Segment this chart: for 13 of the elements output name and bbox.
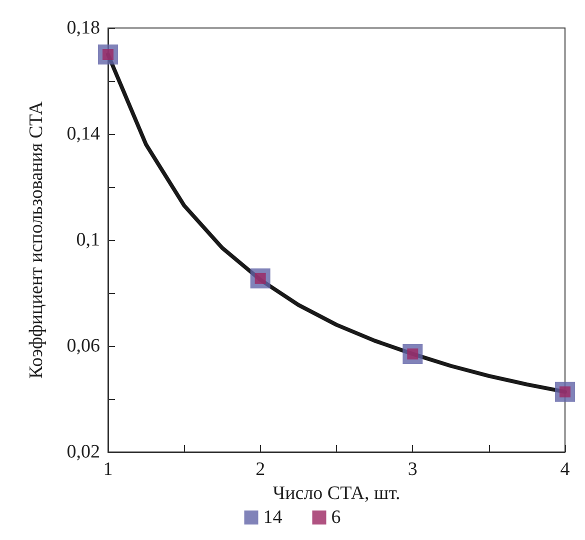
y-axis-title: Коэффициент использования СТА [26, 101, 47, 379]
x-tick-label: 4 [560, 459, 570, 480]
x-tick-label: 2 [256, 459, 266, 480]
x-tick-label: 1 [103, 459, 113, 480]
y-tick-label: 0,02 [66, 442, 100, 462]
y-tick-label: 0,18 [66, 18, 100, 38]
legend-label: 14 [263, 507, 283, 528]
x-tick-label: 3 [408, 459, 418, 480]
y-tick-label: 0,06 [66, 336, 100, 356]
y-tick-label: 0,14 [66, 124, 100, 144]
y-tick-label: 0,1 [76, 230, 100, 250]
x-axis-title: Число СТА, шт. [272, 482, 400, 504]
legend-label: 6 [331, 507, 341, 528]
